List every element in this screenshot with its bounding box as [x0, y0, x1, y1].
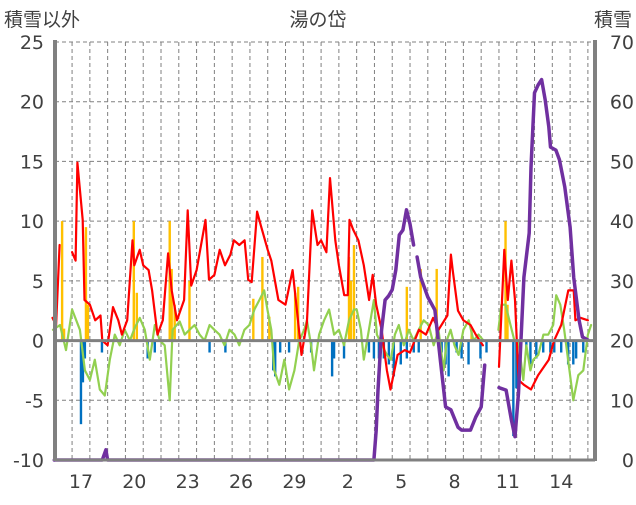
negative-bar: [515, 340, 518, 389]
x-tick-label: 20: [122, 471, 146, 493]
positive-bar: [170, 268, 173, 341]
positive-bar: [293, 292, 297, 341]
positive-bar: [349, 280, 353, 341]
negative-bar: [392, 340, 396, 377]
x-tick-label: 26: [229, 471, 253, 493]
left-tick-label: -5: [25, 390, 44, 412]
x-tick-label: 5: [395, 471, 407, 493]
right-tick-label: 10: [610, 390, 634, 412]
left-tick-label: 5: [32, 271, 44, 293]
positive-bar: [173, 304, 176, 341]
left-tick-label: 25: [20, 32, 44, 54]
negative-bar: [574, 340, 578, 359]
negative-bar: [572, 340, 575, 365]
positive-bar: [506, 304, 509, 341]
series-line-green: [497, 294, 593, 402]
x-tick-label: 2: [342, 471, 354, 493]
negative-bar: [479, 340, 482, 359]
negative-bar: [553, 340, 556, 353]
negative-bar: [560, 340, 563, 353]
left-tick-label: 20: [20, 92, 44, 114]
positive-bar: [188, 280, 191, 341]
negative-bar: [582, 340, 585, 353]
positive-bar: [405, 286, 409, 341]
x-tick-label: 11: [496, 471, 520, 493]
positive-bar: [435, 268, 438, 341]
negative-bar: [412, 340, 415, 353]
negative-bar: [535, 340, 538, 359]
negative-bar: [100, 340, 104, 353]
right-tick-label: 70: [610, 32, 634, 54]
left-tick-label: 15: [20, 151, 44, 173]
negative-bar: [542, 340, 545, 353]
right-tick-label: 20: [610, 331, 634, 353]
positive-bar: [132, 221, 135, 341]
x-tick-label: 14: [549, 471, 573, 493]
negative-bar: [278, 340, 282, 353]
positive-bar: [62, 328, 66, 341]
series-line-snow-depth: [415, 255, 487, 432]
negative-bar: [372, 340, 376, 359]
negative-bar: [387, 340, 391, 365]
positive-bar: [60, 221, 64, 341]
left-tick-label: 0: [32, 331, 44, 353]
negative-bar: [273, 340, 277, 377]
negative-bar: [330, 340, 334, 377]
positive-bar: [84, 227, 88, 341]
positive-bar: [86, 304, 90, 341]
left-tick-label: -10: [13, 450, 44, 472]
negative-bar: [332, 340, 336, 359]
negative-bar: [467, 340, 470, 365]
x-tick-label: 23: [176, 471, 200, 493]
negative-bar: [287, 340, 291, 353]
negative-bar: [224, 340, 227, 353]
series-line-red: [497, 248, 589, 391]
positive-bar: [352, 245, 356, 341]
positive-bar: [252, 298, 255, 341]
chart-title: 湯の岱: [289, 9, 346, 31]
positive-bar: [419, 268, 422, 341]
left-tick-label: 10: [20, 211, 44, 233]
negative-bar: [529, 340, 532, 365]
positive-bar: [347, 256, 351, 341]
negative-bar: [342, 340, 346, 359]
right-axis-label: 積雪: [594, 9, 632, 31]
negative-bar: [405, 340, 409, 359]
negative-bar: [153, 340, 156, 353]
negative-bar: [460, 340, 463, 359]
negative-bar: [485, 340, 488, 353]
negative-bar: [512, 340, 515, 437]
x-tick-label: 17: [69, 471, 93, 493]
x-tick-label: 8: [448, 471, 460, 493]
negative-bar: [455, 340, 458, 353]
negative-bar: [83, 340, 87, 359]
negative-bar: [79, 340, 83, 425]
negative-bar: [549, 340, 552, 353]
right-tick-label: 40: [610, 211, 634, 233]
negative-bar: [417, 340, 420, 353]
right-tick-label: 0: [622, 450, 634, 472]
right-tick-label: 30: [610, 271, 634, 293]
left-axis-label: 積雪以外: [4, 9, 80, 31]
right-tick-label: 50: [610, 151, 634, 173]
positive-bar: [268, 316, 271, 341]
negative-bar: [367, 340, 371, 353]
positive-bar: [261, 256, 264, 341]
series-line-snow-depth: [497, 77, 590, 439]
series-line-snow-depth: [52, 208, 416, 462]
axes: [53, 40, 597, 462]
negative-bar: [447, 340, 450, 377]
negative-bar: [208, 340, 211, 353]
positive-bar: [135, 292, 139, 341]
x-tick-label: 29: [282, 471, 306, 493]
right-tick-label: 60: [610, 92, 634, 114]
series-line-red: [71, 161, 484, 391]
